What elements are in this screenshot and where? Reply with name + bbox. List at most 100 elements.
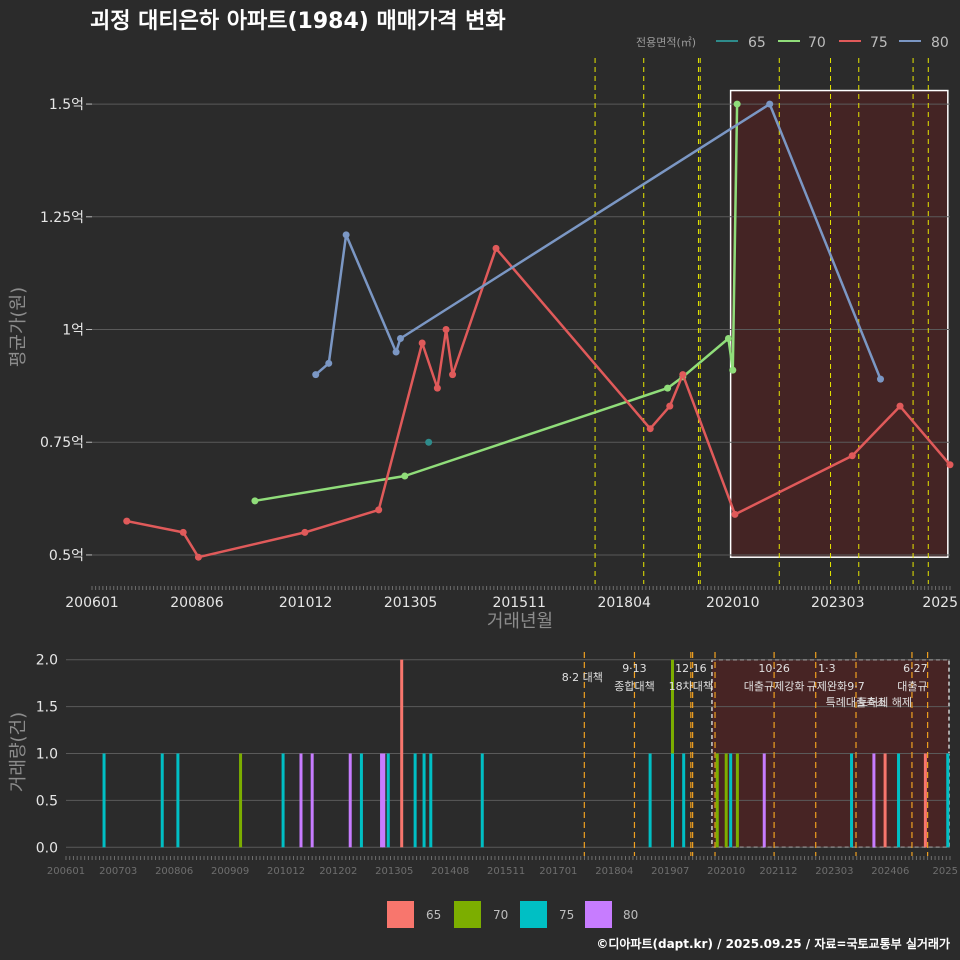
legend-bottom-key-65 — [387, 901, 414, 928]
volume-bar-75 — [729, 753, 733, 848]
volume-bar-80 — [348, 753, 352, 848]
series-point-80 — [876, 375, 884, 383]
volume-bar-75 — [359, 753, 363, 848]
volume-y-tick-label: 2.0 — [36, 653, 58, 669]
volume-y-tick-label: 0.0 — [36, 840, 58, 856]
volume-bar-70 — [239, 753, 243, 848]
policy-label-date: 10·26 — [758, 662, 790, 675]
series-point-75 — [731, 510, 739, 518]
price-y-tick-label: 0.5억 — [49, 548, 84, 564]
volume-x-tick-label: 201012 — [267, 866, 305, 877]
series-point-75 — [179, 528, 187, 536]
price-x-tick-label: 202303 — [811, 595, 864, 611]
volume-y-tick-label: 0.5 — [36, 793, 58, 809]
volume-bar-75 — [670, 753, 674, 848]
series-point-70 — [401, 472, 409, 480]
volume-x-tick-label: 200806 — [155, 866, 193, 877]
legend-bottom: 65 70 75 80 — [387, 901, 638, 928]
volume-bar-75 — [160, 753, 164, 848]
policy-label-text: 9·7 — [847, 680, 865, 693]
legend-top: 전용면적(㎡) 65 70 75 80 — [636, 35, 949, 51]
policy-label-text: 특례대출축소 — [826, 696, 887, 709]
volume-y-axis-title: 거래량(건) — [8, 712, 29, 792]
policy-label-text: 규제완화 — [807, 680, 847, 693]
legend-top-label-65: 65 — [748, 35, 766, 51]
series-point-75 — [492, 244, 500, 252]
volume-bar-65 — [923, 753, 927, 848]
volume-bar-75 — [429, 753, 433, 848]
price-x-tick-label: 202010 — [706, 595, 759, 611]
series-point-65 — [425, 438, 433, 446]
volume-x-tick-label: 202406 — [871, 866, 909, 877]
series-point-70 — [664, 384, 672, 392]
series-point-70 — [251, 497, 259, 505]
volume-bar-80 — [310, 753, 314, 848]
volume-bar-80 — [382, 753, 386, 848]
series-point-75 — [123, 517, 131, 525]
legend-bottom-label-70: 70 — [493, 908, 508, 922]
series-point-75 — [679, 371, 687, 379]
policy-label-date: 6·27 — [903, 662, 928, 675]
volume-bar-75 — [946, 753, 950, 848]
volume-x-tick-label: 202303 — [815, 866, 853, 877]
volume-x-tick-label: 201804 — [595, 866, 633, 877]
volume-x-tick-label: 202010 — [707, 866, 745, 877]
price-x-tick-label: 201804 — [597, 595, 651, 611]
legend-top-label-70: 70 — [808, 35, 826, 51]
price-y-tick-label: 0.75억 — [40, 435, 84, 451]
volume-bar-70 — [724, 753, 728, 848]
series-point-75 — [433, 384, 441, 392]
volume-bar-70 — [735, 753, 739, 848]
volume-bar-75 — [102, 753, 106, 848]
series-point-75 — [946, 461, 954, 469]
volume-x-tick-label: 201408 — [431, 866, 469, 877]
series-point-75 — [646, 425, 654, 433]
volume-x-tick-label: 200909 — [211, 866, 249, 877]
price-y-tick-label: 1억 — [62, 323, 84, 339]
legend-bottom-label-65: 65 — [426, 908, 441, 922]
volume-bar-75 — [897, 753, 901, 848]
series-point-80 — [396, 335, 404, 343]
price-x-axis-title: 거래년월 — [487, 611, 553, 632]
chart-title: 괴정 대티은하 아파트(1984) 매매가격 변화 — [90, 9, 506, 34]
volume-bar-75 — [682, 753, 686, 848]
policy-label-text: 18차대책 — [669, 680, 713, 693]
series-point-75 — [449, 371, 457, 379]
volume-bar-80 — [380, 753, 384, 848]
volume-x-tick-label: 201305 — [375, 866, 413, 877]
series-point-75 — [442, 326, 450, 334]
volume-bar-75 — [386, 753, 390, 848]
volume-x-tick-label: 201907 — [651, 866, 689, 877]
price-x-tick-label: 201012 — [279, 595, 332, 611]
volume-bar-75 — [422, 753, 426, 848]
price-chart: 0.5억 0.75억 1억 1.25억 1.5억 200601 200806 201012 20… — [40, 58, 958, 611]
volume-x-tick-label: 201202 — [319, 866, 357, 877]
volume-bar-80 — [299, 753, 303, 848]
legend-bottom-label-75: 75 — [559, 908, 574, 922]
policy-label-text: 종합대책 — [614, 680, 654, 693]
volume-bar-75 — [413, 753, 417, 848]
legend-top-label-80: 80 — [931, 35, 949, 51]
legend-bottom-key-70 — [454, 901, 481, 928]
series-point-70 — [724, 335, 732, 343]
volume-bar-80 — [762, 753, 766, 848]
price-x-tick-label: 200601 — [65, 595, 118, 611]
legend-bottom-label-80: 80 — [623, 908, 638, 922]
price-x-tick-label: 2025 — [922, 595, 958, 611]
volume-x-tick-label: 200601 — [47, 866, 85, 877]
series-point-75 — [418, 339, 426, 347]
price-y-axis-title: 평균가(원) — [8, 287, 29, 367]
legend-top-label-75: 75 — [870, 35, 888, 51]
volume-x-tick-label: 202112 — [759, 866, 797, 877]
volume-x-tick-label: 200703 — [99, 866, 137, 877]
price-y-tick-label: 1.5억 — [49, 97, 84, 113]
volume-bar-75 — [176, 753, 180, 848]
volume-x-tick-label: 201701 — [539, 866, 577, 877]
volume-bar-75 — [850, 753, 854, 848]
legend-top-title: 전용면적(㎡) — [636, 36, 696, 49]
price-x-tick-label: 201511 — [492, 595, 545, 611]
volume-chart: 0.0 0.5 1.0 1.5 2.0 8·2 대책 9·13 종합대책 12·16 18차대책 1… — [36, 652, 958, 877]
series-point-75 — [896, 402, 904, 410]
series-point-75 — [848, 452, 856, 460]
